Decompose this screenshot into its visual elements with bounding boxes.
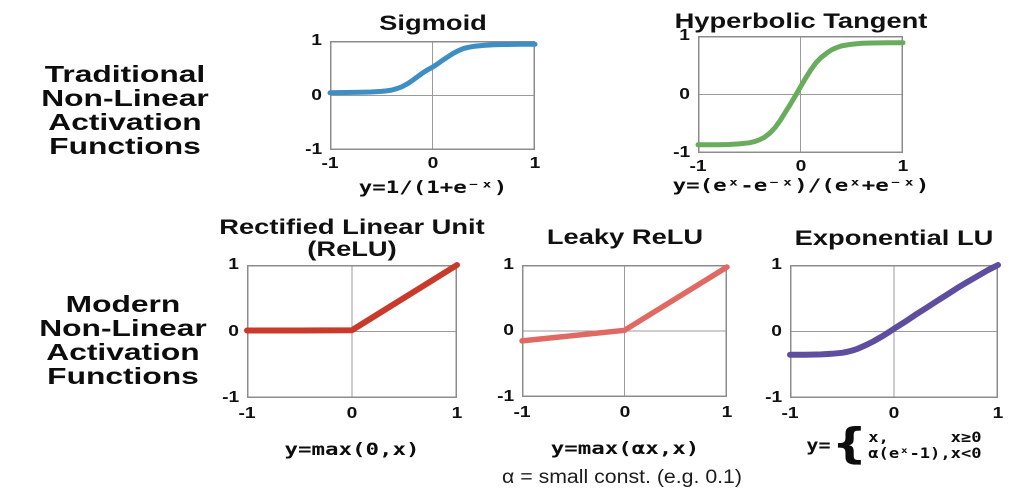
y-tick-label: 1 bbox=[228, 256, 239, 273]
elu-formula-cases: x, x≥0 α(eˣ-1), x<0 bbox=[868, 430, 981, 462]
leaky-relu-title: Leaky ReLU bbox=[546, 226, 703, 249]
y-tick-label: 1 bbox=[679, 27, 690, 44]
x-tick-label: -1 bbox=[321, 155, 339, 172]
leaky-curve bbox=[519, 264, 730, 344]
section-label-line: Non-Linear bbox=[41, 85, 209, 111]
sigmoid-panel: Sigmoid 1 0 -1 -1 0 1 y=1/(1+e⁻ˣ) bbox=[305, 13, 540, 199]
y-tick-label: 0 bbox=[503, 322, 514, 339]
y-tick-label: 1 bbox=[503, 256, 514, 273]
tanh-formula: y=(eˣ-e⁻ˣ)/(eˣ+e⁻ˣ) bbox=[672, 176, 929, 196]
x-tick-label: 0 bbox=[346, 405, 358, 422]
x-tick-label: 1 bbox=[529, 155, 541, 172]
y-tick-label: -1 bbox=[672, 144, 690, 161]
plot-border bbox=[698, 36, 903, 153]
sigmoid-plot bbox=[327, 41, 538, 150]
tanh-panel: Hyperbolic Tangent 1 0 -1 -1 0 1 y=(eˣ-e… bbox=[672, 11, 929, 197]
plot-border bbox=[522, 265, 727, 397]
elu-case-expr: α(eˣ-1), bbox=[868, 446, 951, 462]
relu-title: Rectified Linear Unit (ReLU) bbox=[219, 217, 484, 261]
relu-title-line1: Rectified Linear Unit bbox=[219, 216, 485, 239]
y-tick-label: -1 bbox=[764, 389, 782, 406]
y-tick-label: 0 bbox=[771, 322, 782, 340]
section-label-modern: Modern Non-Linear Activation Functions bbox=[39, 292, 207, 388]
relu-curve bbox=[244, 262, 460, 334]
elu-plot bbox=[787, 262, 1001, 398]
x-tick-label: 1 bbox=[992, 405, 1004, 422]
x-tick-label: -1 bbox=[781, 405, 799, 422]
section-label-line: Functions bbox=[47, 363, 199, 389]
x-tick-label: -1 bbox=[689, 158, 707, 175]
sigmoid-formula: y=1/(1+e⁻ˣ) bbox=[358, 178, 507, 198]
section-label-line: Non-Linear bbox=[39, 315, 207, 341]
plot-border bbox=[330, 41, 535, 150]
y-tick-label: 0 bbox=[679, 85, 690, 103]
tanh-plot bbox=[695, 36, 906, 153]
elu-panel: Exponential LU 1 0 -1 -1 0 1 y= { x, x≥0… bbox=[765, 228, 1003, 465]
x-tick-label: 1 bbox=[721, 404, 733, 421]
alpha-caption: α = small const. (e.g. 0.1) bbox=[502, 467, 742, 488]
elu-formula: y= { x, x≥0 α(eˣ-1), x<0 bbox=[806, 419, 981, 468]
leaky-relu-plot bbox=[519, 264, 730, 397]
y-tick-label: 1 bbox=[771, 256, 782, 273]
y-tick-label: -1 bbox=[221, 389, 239, 406]
leaky-relu-panel: Leaky ReLU 1 0 -1 -1 0 1 y=max(αx,x) bbox=[497, 227, 732, 460]
elu-case-expr: x, bbox=[868, 430, 889, 446]
relu-panel: Rectified Linear Unit (ReLU) 1 0 -1 -1 0… bbox=[219, 217, 484, 461]
tanh-curve bbox=[695, 40, 906, 148]
y-tick-label: -1 bbox=[496, 388, 514, 405]
x-tick-label: 0 bbox=[427, 155, 438, 172]
x-tick-label: 0 bbox=[619, 404, 630, 421]
section-label-line: Activation bbox=[46, 339, 200, 365]
elu-formula-brace: { bbox=[831, 419, 868, 468]
elu-title: Exponential LU bbox=[794, 227, 994, 250]
x-tick-label: -1 bbox=[238, 405, 256, 422]
sigmoid-curve bbox=[327, 41, 538, 96]
relu-title-line2: (ReLU) bbox=[307, 238, 397, 261]
x-tick-label: 0 bbox=[888, 405, 900, 422]
section-label-line: Activation bbox=[48, 109, 202, 135]
sigmoid-title: Sigmoid bbox=[378, 12, 487, 35]
relu-plot bbox=[244, 262, 460, 398]
x-tick-label: 1 bbox=[451, 405, 463, 422]
x-tick-label: 1 bbox=[897, 158, 909, 175]
section-label-line: Traditional bbox=[44, 61, 206, 87]
section-label-line: Functions bbox=[49, 133, 201, 159]
section-label-line: Modern bbox=[65, 291, 181, 317]
relu-formula: y=max(0,x) bbox=[284, 440, 420, 460]
elu-formula-prefix: y= bbox=[806, 436, 831, 456]
section-label-traditional: Traditional Non-Linear Activation Functi… bbox=[41, 62, 209, 158]
leaky-relu-formula: y=max(αx,x) bbox=[550, 439, 699, 459]
elu-case-cond: x<0 bbox=[950, 446, 982, 462]
plot-border bbox=[790, 265, 998, 398]
x-tick-label: -1 bbox=[513, 404, 531, 421]
tanh-title: Hyperbolic Tangent bbox=[674, 10, 927, 33]
y-tick-label: 0 bbox=[311, 86, 322, 104]
elu-case-cond: x≥0 bbox=[950, 430, 982, 446]
y-tick-label: 1 bbox=[311, 32, 322, 49]
x-tick-label: 0 bbox=[795, 158, 806, 175]
y-tick-label: 0 bbox=[228, 322, 239, 340]
y-tick-label: -1 bbox=[304, 141, 322, 158]
elu-curve bbox=[787, 262, 1001, 358]
